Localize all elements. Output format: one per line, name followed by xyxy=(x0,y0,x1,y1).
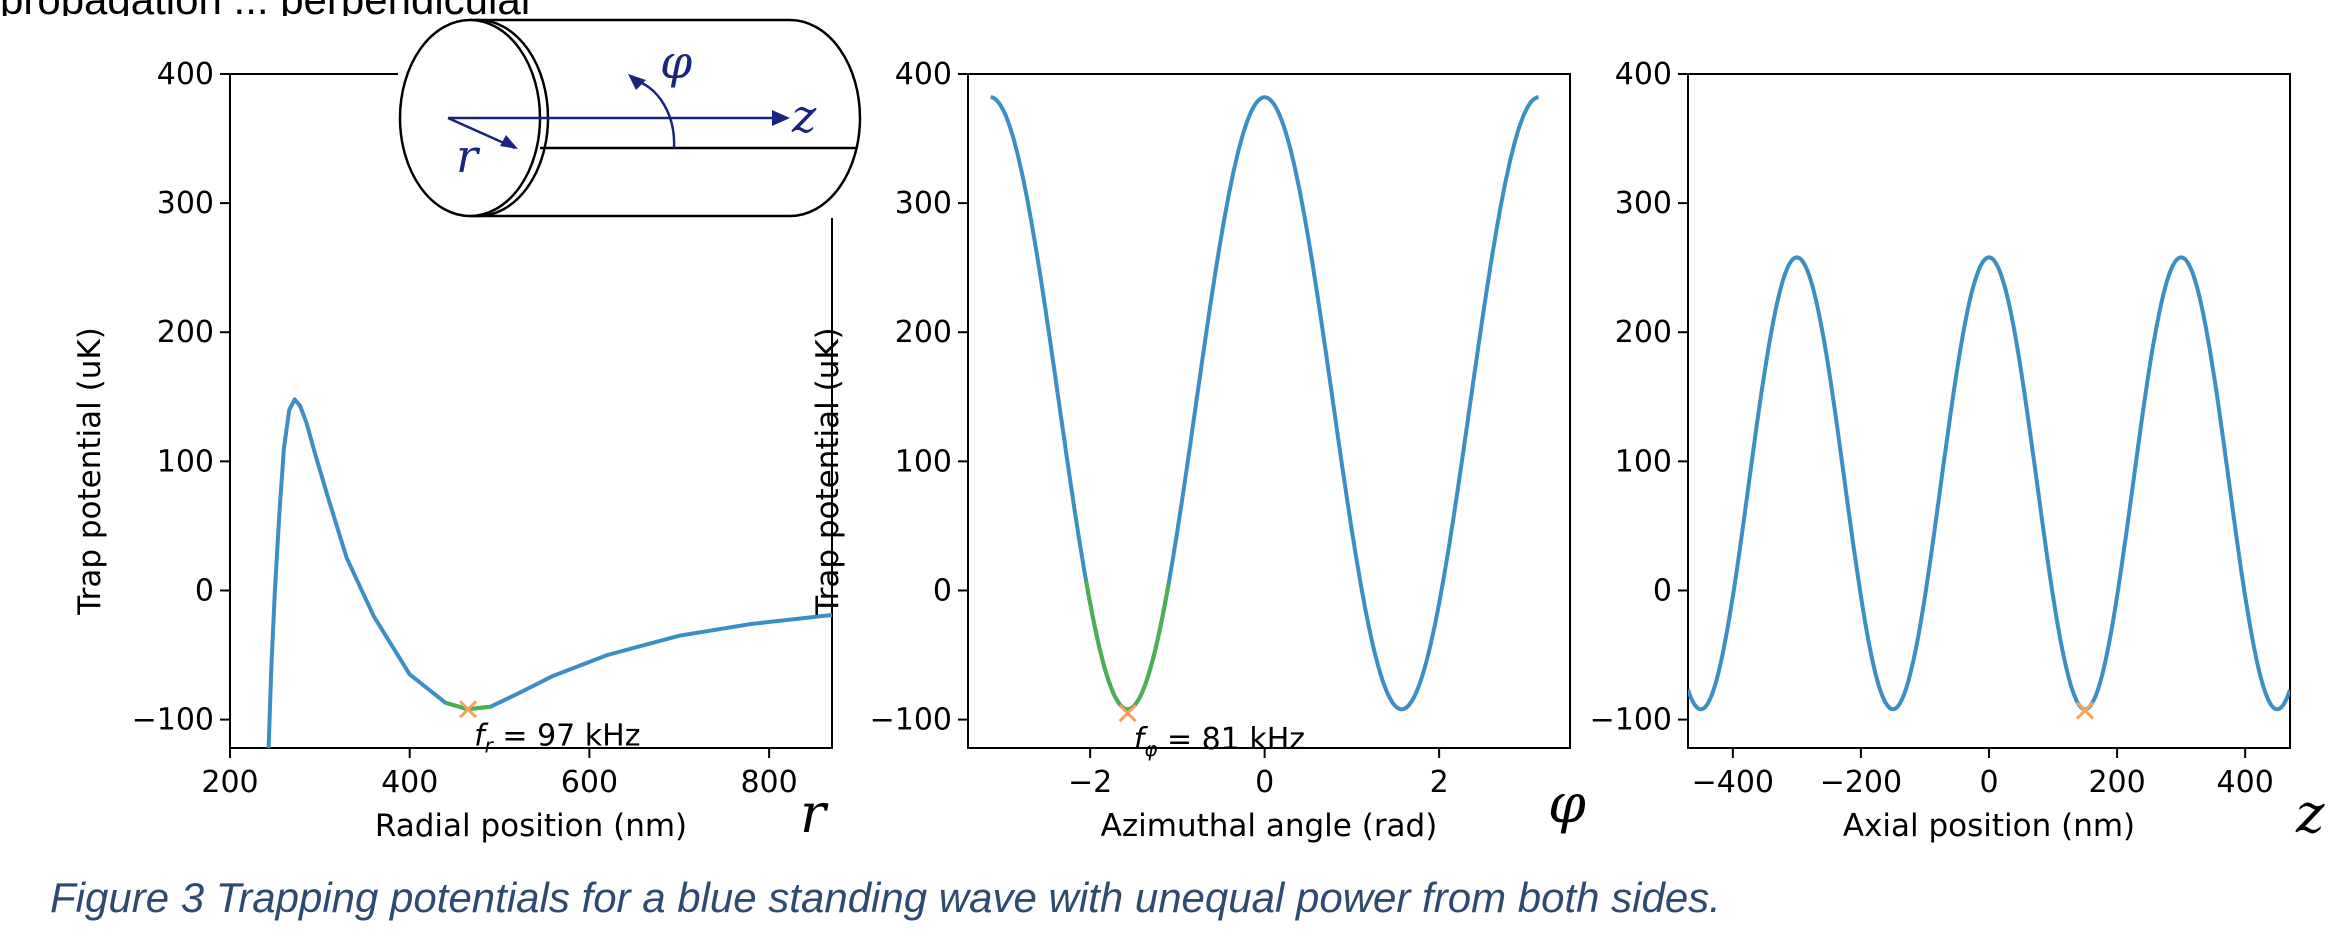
frequency-annotation: fφ = 81 kHz xyxy=(1134,722,1305,761)
y-tick-label: 100 xyxy=(157,444,214,479)
x-tick-label: 200 xyxy=(2088,765,2145,800)
frequency-annotation: fr = 97 kHz xyxy=(474,718,640,757)
y-tick-label: −100 xyxy=(132,703,214,738)
y-tick-label: 300 xyxy=(1615,186,1672,221)
series-line xyxy=(1688,255,2290,712)
x-axis-label: Radial position (nm) xyxy=(375,808,687,844)
x-tick-label: 2 xyxy=(1430,765,1449,800)
x-tick-label: 800 xyxy=(740,765,797,800)
x-tick-label: 400 xyxy=(381,765,438,800)
y-tick-label: 0 xyxy=(1653,573,1672,608)
y-tick-label: −100 xyxy=(1590,703,1672,738)
x-tick-label: 200 xyxy=(201,765,258,800)
marker-stroke xyxy=(1118,704,1137,723)
y-tick-label: 200 xyxy=(157,315,214,350)
annotation-value: = 81 kHz xyxy=(1157,722,1305,757)
top-text-fragment: propagation ... perpendicular xyxy=(0,0,535,16)
x-tick-label: 400 xyxy=(2217,765,2274,800)
x-tick-label: 600 xyxy=(561,765,618,800)
z-axis-arrowhead xyxy=(772,110,790,126)
inset-z-label: z xyxy=(791,89,817,143)
panel-var-label-r: r xyxy=(800,782,829,845)
fit-line xyxy=(1083,578,1171,712)
panel-radial: 200 400 600 800 −100 0 100 200 300 400 Radial posi… xyxy=(72,57,833,844)
annotation-subscript: φ xyxy=(1144,737,1157,761)
x-tick-label: −2 xyxy=(1068,765,1112,800)
figure-caption: Figure 3 Trapping potentials for a blue … xyxy=(50,874,1721,921)
panel-var-label-phi: φ xyxy=(1548,772,1586,835)
marker-stroke xyxy=(459,700,478,719)
y-tick-label: 300 xyxy=(157,186,214,221)
cylinder-inset-diagram: φ z r xyxy=(398,18,868,218)
phi-arrowhead xyxy=(628,74,646,90)
y-tick-label: 200 xyxy=(895,315,952,350)
y-tick-label: −100 xyxy=(870,703,952,738)
x-tick-label: 0 xyxy=(1979,765,1998,800)
marker-stroke xyxy=(2076,701,2095,720)
panel-var-label-z: z xyxy=(2295,782,2325,845)
r-axis-arrowhead xyxy=(500,135,518,149)
inset-r-label: r xyxy=(456,129,481,183)
minimum-marker xyxy=(1118,704,1137,723)
y-tick-label: 0 xyxy=(933,573,952,608)
plot-frame xyxy=(967,73,1571,749)
x-axis-label: Axial position (nm) xyxy=(1843,808,2135,844)
annotation-subscript: r xyxy=(485,733,495,757)
y-tick-label: 400 xyxy=(157,57,214,92)
y-tick-label: 0 xyxy=(195,573,214,608)
minimum-marker xyxy=(2076,701,2095,720)
plot-frame xyxy=(1687,73,2291,749)
y-tick-label: 100 xyxy=(895,444,952,479)
panel-axial: −400 −200 0 200 400 −100 0 100 200 300 400 Axial po… xyxy=(1590,57,2291,844)
y-tick-label: 200 xyxy=(1615,315,1672,350)
x-tick-label: −400 xyxy=(1692,765,1774,800)
y-axis-label: Trap potential (uK) xyxy=(810,327,846,616)
y-axis-label: Trap potential (uK) xyxy=(72,327,108,616)
y-tick-label: 400 xyxy=(1615,57,1672,92)
series-line xyxy=(266,397,832,748)
minimum-marker xyxy=(459,700,478,719)
panel-azimuthal: −2 0 2 −100 0 100 200 300 400 Azimuthal angle (ra… xyxy=(810,57,1571,844)
y-tick-label: 400 xyxy=(895,57,952,92)
x-axis-label: Azimuthal angle (rad) xyxy=(1101,808,1438,844)
series-line xyxy=(990,95,1540,712)
inset-phi-label: φ xyxy=(660,35,693,89)
y-tick-label: 100 xyxy=(1615,444,1672,479)
annotation-value: = 97 kHz xyxy=(493,718,641,753)
x-tick-label: 0 xyxy=(1255,765,1274,800)
x-tick-label: −200 xyxy=(1820,765,1902,800)
y-tick-label: 300 xyxy=(895,186,952,221)
